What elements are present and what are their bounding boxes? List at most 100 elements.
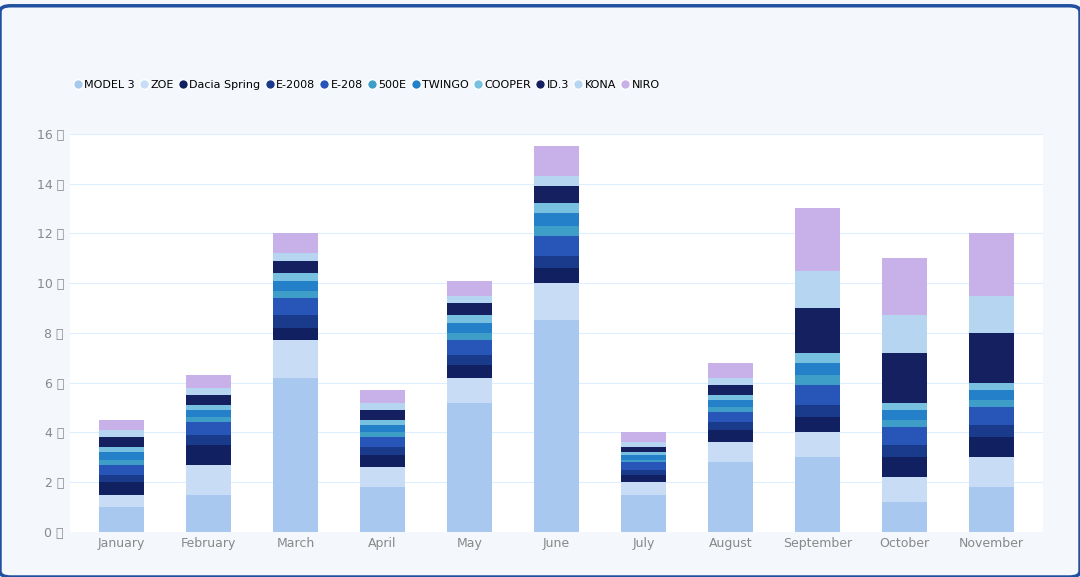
Bar [707, 395, 753, 400]
Bar [534, 283, 579, 320]
Bar [186, 435, 231, 445]
Bar [795, 353, 840, 363]
Bar [881, 420, 927, 428]
Bar [273, 273, 319, 280]
Bar [447, 333, 492, 340]
Bar [447, 303, 492, 316]
Bar [621, 432, 666, 443]
Bar [360, 447, 405, 455]
Bar [795, 417, 840, 432]
Bar [534, 186, 579, 204]
Bar [534, 146, 579, 176]
Bar [969, 407, 1014, 425]
Bar [969, 457, 1014, 487]
Bar [99, 460, 145, 464]
Bar [621, 460, 666, 462]
Bar [360, 420, 405, 425]
Bar [447, 316, 492, 323]
Bar [273, 328, 319, 340]
Bar [186, 417, 231, 422]
Legend: MODEL 3, ZOE, Dacia Spring, E-2008, E-208, 500E, TWINGO, COOPER, ID.3, KONA, NIR: MODEL 3, ZOE, Dacia Spring, E-2008, E-20… [76, 80, 660, 89]
Bar [881, 258, 927, 316]
Bar [360, 425, 405, 432]
Bar [360, 487, 405, 532]
Bar [534, 176, 579, 186]
Bar [273, 261, 319, 273]
Bar [795, 271, 840, 308]
Bar [99, 437, 145, 447]
Bar [621, 443, 666, 447]
Bar [99, 452, 145, 460]
Bar [621, 455, 666, 460]
Bar [273, 253, 319, 261]
Bar [707, 377, 753, 385]
Bar [881, 410, 927, 420]
Bar [795, 308, 840, 353]
Bar [186, 410, 231, 417]
Bar [881, 445, 927, 457]
Bar [273, 291, 319, 298]
Bar [795, 432, 840, 457]
Bar [186, 494, 231, 532]
Bar [969, 390, 1014, 400]
Bar [273, 298, 319, 316]
Bar [273, 280, 319, 291]
Bar [273, 377, 319, 532]
Bar [621, 452, 666, 455]
Bar [969, 383, 1014, 390]
Bar [969, 487, 1014, 532]
Bar [186, 422, 231, 435]
Bar [447, 377, 492, 403]
Bar [707, 400, 753, 407]
Bar [360, 410, 405, 420]
Bar [881, 316, 927, 353]
Bar [360, 390, 405, 403]
Bar [621, 447, 666, 452]
Bar [795, 375, 840, 385]
Bar [360, 437, 405, 447]
Bar [969, 233, 1014, 295]
Bar [621, 470, 666, 475]
Bar [534, 236, 579, 256]
Bar [881, 403, 927, 410]
Bar [707, 443, 753, 462]
Bar [99, 475, 145, 482]
Bar [447, 280, 492, 295]
Bar [447, 295, 492, 303]
Bar [707, 422, 753, 430]
Bar [707, 385, 753, 395]
Bar [707, 462, 753, 532]
Bar [99, 420, 145, 430]
Bar [881, 428, 927, 445]
Bar [186, 395, 231, 405]
Bar [969, 400, 1014, 407]
Bar [795, 363, 840, 375]
Bar [969, 437, 1014, 457]
Bar [707, 363, 753, 377]
Bar [795, 405, 840, 417]
Bar [621, 482, 666, 494]
Bar [969, 295, 1014, 333]
Bar [273, 340, 319, 377]
Bar [534, 226, 579, 236]
Bar [795, 457, 840, 532]
Bar [99, 494, 145, 507]
Bar [534, 204, 579, 213]
Bar [447, 355, 492, 365]
Bar [621, 475, 666, 482]
Bar [447, 323, 492, 333]
Bar [795, 208, 840, 271]
Bar [360, 432, 405, 437]
Bar [881, 502, 927, 532]
Bar [621, 494, 666, 532]
Bar [360, 403, 405, 410]
Bar [186, 405, 231, 410]
Bar [273, 233, 319, 253]
Bar [186, 375, 231, 388]
Bar [360, 455, 405, 467]
Bar [881, 477, 927, 502]
Bar [881, 353, 927, 403]
Bar [99, 482, 145, 494]
Bar [534, 256, 579, 268]
Bar [707, 430, 753, 443]
